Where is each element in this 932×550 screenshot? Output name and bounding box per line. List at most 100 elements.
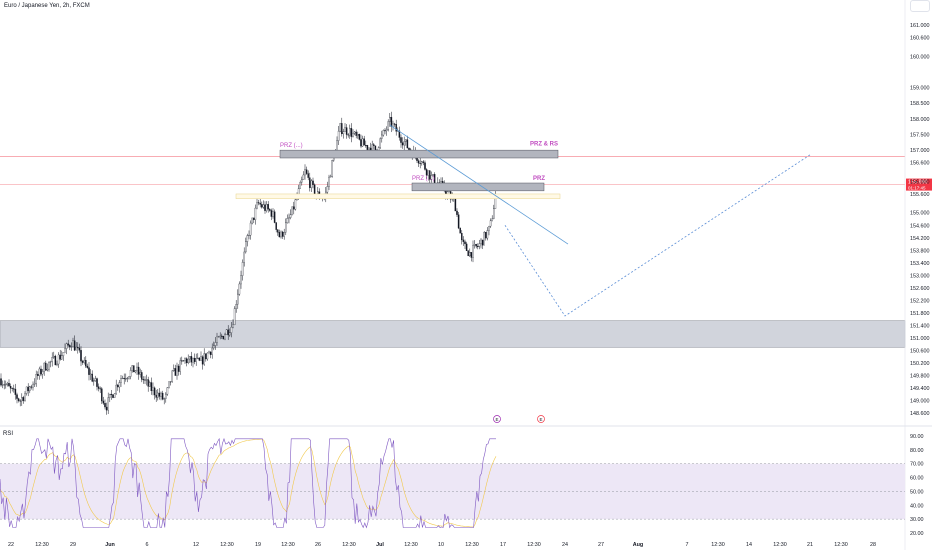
rsi-pane [0, 437, 905, 529]
price-tick-label: 157.000 [910, 148, 930, 154]
projection-path [504, 154, 811, 317]
candle-body [150, 382, 153, 392]
candle-body [43, 362, 45, 372]
rsi-tick-label: 50.00 [910, 489, 924, 495]
candle-body [385, 129, 388, 132]
candle-body [238, 283, 241, 295]
candle-body [257, 202, 260, 204]
candle-body [110, 393, 113, 395]
candle-body [230, 326, 233, 333]
candle-body [131, 365, 133, 371]
candle-body [259, 202, 261, 205]
candle-body [197, 357, 199, 359]
candle-body [203, 353, 205, 365]
candle-body [243, 251, 245, 263]
chart-menu-button[interactable] [910, 0, 930, 12]
candle-body [253, 217, 255, 220]
event-marker [493, 415, 501, 423]
candle-body [472, 245, 474, 258]
candle-body [54, 355, 57, 366]
candle-body [133, 365, 135, 373]
candle-body [53, 355, 55, 358]
candle-body [185, 358, 188, 364]
time-tick-label: 6 [146, 542, 149, 548]
candle-body [104, 403, 106, 408]
candle-body [120, 378, 122, 383]
candle-body [177, 365, 180, 372]
candle-body [270, 210, 273, 217]
rsi-tick-label: 20.00 [910, 531, 924, 537]
candle-body [309, 177, 311, 188]
candle-body [329, 176, 332, 178]
candle-body [81, 360, 84, 363]
candle-body [256, 202, 258, 209]
candle-body [352, 133, 354, 137]
candlestick-series [0, 111, 497, 415]
candle-body [232, 324, 234, 328]
price-tick-label: 152.600 [910, 286, 930, 292]
rsi-tick-label: 30.00 [910, 517, 924, 523]
candle-body [355, 131, 357, 136]
candle-body [350, 128, 353, 137]
prz-box-lower [411, 182, 545, 192]
candle-body [214, 342, 217, 346]
candle-body [291, 206, 293, 215]
candle-body [155, 394, 157, 398]
candle-body [89, 373, 92, 375]
candle-body [5, 384, 7, 386]
candle-body [213, 345, 215, 349]
candle-body [176, 365, 178, 376]
candle-body [358, 134, 361, 140]
candle-body [229, 332, 231, 336]
candle-body [235, 304, 237, 309]
candle-body [9, 386, 12, 389]
time-tick-label: 24 [562, 542, 568, 548]
candle-body [123, 377, 125, 380]
candle-body [390, 117, 393, 127]
candle-body [27, 386, 29, 392]
candle-body [365, 145, 367, 146]
candle-body [473, 244, 476, 246]
candle-body [467, 250, 469, 257]
candle-body [141, 372, 143, 380]
event-marker-label: E [495, 417, 498, 422]
candle-body [128, 376, 130, 379]
candle-body [269, 208, 271, 211]
candle-body [37, 374, 39, 376]
candle-body [310, 180, 313, 188]
candle-body [400, 137, 402, 143]
time-tick-label: 7 [686, 542, 689, 548]
candle-body [14, 388, 17, 395]
candle-body [353, 131, 356, 134]
candle-body [113, 393, 116, 398]
candle-body [25, 386, 28, 394]
price-badge [906, 178, 932, 191]
time-tick-label: 27 [598, 542, 604, 548]
candle-body [312, 180, 314, 185]
price-tick-label: 150.600 [910, 348, 930, 354]
time-tick-label: 12:30 [35, 542, 49, 548]
candle-body [195, 357, 197, 362]
candle-body [206, 352, 209, 360]
candle-body [393, 123, 396, 125]
candle-body [254, 207, 257, 220]
time-tick-label: 19 [255, 542, 261, 548]
candle-body [3, 384, 5, 386]
time-tick-label: 12:30 [342, 542, 356, 548]
price-tick-label: 160.600 [910, 36, 930, 42]
candle-body [424, 162, 426, 170]
candle-body [485, 232, 487, 239]
candle-body [245, 241, 247, 253]
candle-body [22, 397, 25, 401]
candle-body [144, 379, 146, 381]
candle-body [301, 179, 303, 183]
time-tick-label: 29 [70, 542, 76, 548]
rsi-tick-label: 60.00 [910, 476, 924, 482]
candle-body [96, 378, 98, 387]
candle-body [94, 378, 97, 381]
candle-body [69, 345, 71, 348]
candle-body [153, 387, 156, 396]
candle-body [166, 387, 169, 395]
candle-body [448, 191, 450, 193]
